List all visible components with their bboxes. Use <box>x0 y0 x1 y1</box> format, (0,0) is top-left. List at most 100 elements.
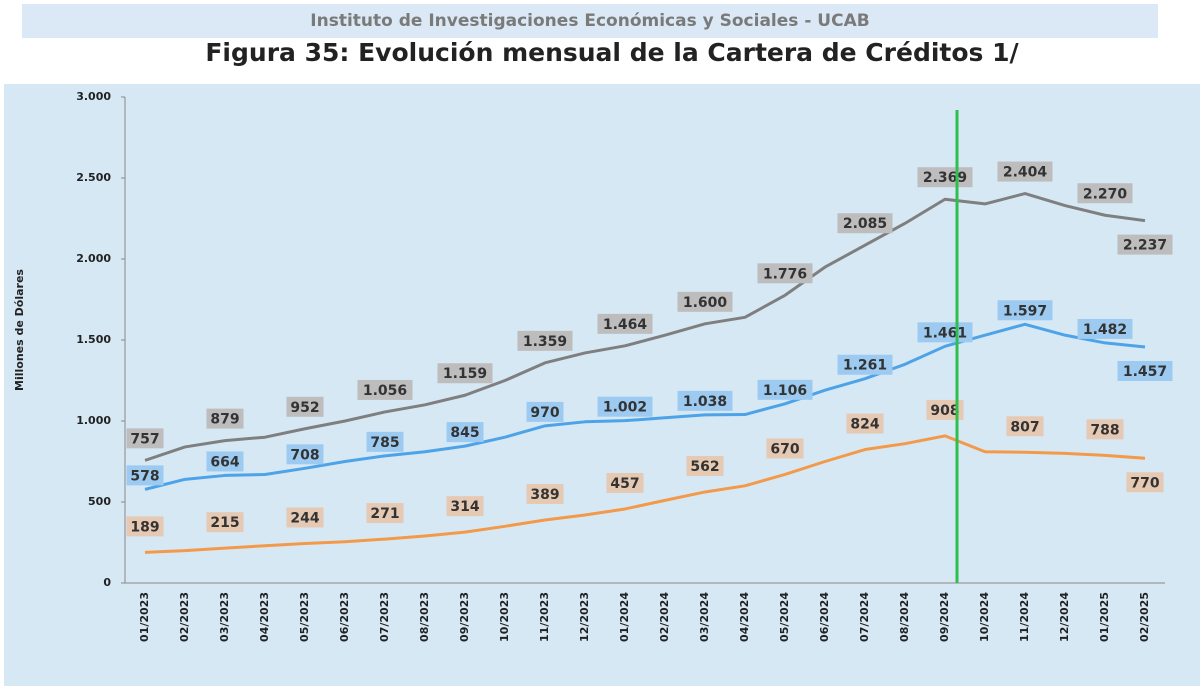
value-label: 271 <box>370 506 399 522</box>
x-tick-label: 01/2025 <box>1098 592 1111 642</box>
x-tick-label: 01/2024 <box>618 592 631 642</box>
value-label: 1.106 <box>763 383 807 399</box>
x-tick-label: 06/2024 <box>818 592 831 642</box>
value-label: 2.369 <box>923 170 967 186</box>
value-label: 708 <box>290 447 319 463</box>
value-label: 824 <box>850 417 879 433</box>
value-label-box <box>1006 416 1044 437</box>
value-label-box <box>1077 183 1133 204</box>
value-label: 1.002 <box>603 400 647 416</box>
series-line <box>144 322 1146 491</box>
value-label-box <box>997 300 1053 321</box>
value-label-box <box>526 483 564 504</box>
value-label-box <box>1126 472 1164 493</box>
value-label: 457 <box>610 476 639 492</box>
value-label-box <box>846 413 884 434</box>
value-label-box <box>286 396 324 417</box>
value-label: 1.261 <box>843 358 887 374</box>
header: Instituto de Investigaciones Económicas … <box>310 11 869 31</box>
x-tick-label: 10/2023 <box>498 592 511 642</box>
x-tick-label: 07/2023 <box>378 592 391 642</box>
x-tick-label: 11/2023 <box>538 592 551 642</box>
value-label: 1.464 <box>603 317 648 333</box>
header-band <box>22 4 1158 38</box>
value-label: 2.404 <box>1003 165 1048 181</box>
x-tick-label: 11/2024 <box>1018 592 1031 642</box>
value-label: 908 <box>930 403 959 419</box>
value-label-box <box>997 161 1053 182</box>
x-tick-label: 02/2023 <box>178 592 191 642</box>
series-line <box>144 434 1146 554</box>
value-label-box <box>766 438 804 459</box>
value-label: 1.600 <box>683 295 728 311</box>
value-label-box <box>206 512 244 533</box>
x-tick-label: 05/2023 <box>298 592 311 642</box>
value-label-box <box>366 431 404 452</box>
value-label-box <box>917 167 973 188</box>
plot-background <box>4 84 1200 686</box>
value-label: 578 <box>130 468 159 484</box>
x-tick-label: 07/2024 <box>858 592 871 642</box>
value-label-box <box>126 428 164 449</box>
value-label-box <box>837 354 893 375</box>
value-label-box <box>517 330 573 351</box>
value-label: 952 <box>290 400 319 416</box>
value-label: 807 <box>1010 419 1039 435</box>
value-label: 879 <box>210 412 239 428</box>
value-label-box <box>917 322 973 343</box>
value-label: 1.482 <box>1083 322 1127 338</box>
chart-title: Figura 35: Evolución mensual de la Carte… <box>205 38 1019 67</box>
value-label-box <box>757 263 813 284</box>
value-label: 1.359 <box>523 334 567 350</box>
value-label: 970 <box>530 405 559 421</box>
y-tick-label: 1.500 <box>76 333 111 346</box>
value-label-box <box>206 408 244 429</box>
value-label: 845 <box>450 425 479 441</box>
value-label-box <box>686 455 724 476</box>
value-label-box <box>677 390 733 411</box>
value-label-box <box>1117 234 1173 255</box>
x-tick-label: 03/2023 <box>218 592 231 642</box>
value-label: 757 <box>130 431 159 447</box>
value-label: 664 <box>210 454 239 470</box>
value-label: 1.038 <box>683 394 727 410</box>
value-label: 1.457 <box>1123 364 1167 380</box>
x-tick-label: 10/2024 <box>978 592 991 642</box>
value-label-box <box>126 516 164 537</box>
value-label-box <box>597 313 653 334</box>
value-label-box <box>926 399 964 420</box>
x-tick-label: 06/2023 <box>338 592 351 642</box>
value-label: 389 <box>530 487 559 503</box>
x-tick-label: 09/2023 <box>458 592 471 642</box>
value-label-box <box>1086 419 1124 440</box>
value-label-box <box>286 507 324 528</box>
y-tick-label: 0 <box>103 576 111 589</box>
x-tick-label: 12/2024 <box>1058 592 1071 642</box>
x-tick-label: 09/2024 <box>938 592 951 642</box>
x-tick-label: 01/2023 <box>138 592 151 642</box>
value-label-box <box>677 291 733 312</box>
value-label: 215 <box>210 515 239 531</box>
value-label-box <box>357 379 413 400</box>
x-tick-label: 12/2023 <box>578 592 591 642</box>
value-label: 1.056 <box>363 383 407 399</box>
value-label: 788 <box>1090 422 1119 438</box>
value-label-box <box>597 396 653 417</box>
value-label: 1.461 <box>923 325 967 341</box>
value-label: 2.270 <box>1083 186 1128 202</box>
x-tick-label: 04/2023 <box>258 592 271 642</box>
value-label: 1.597 <box>1003 303 1047 319</box>
value-label-box <box>437 363 493 384</box>
value-label-box <box>206 451 244 472</box>
y-tick-label: 1.000 <box>76 414 111 427</box>
value-label-box <box>757 379 813 400</box>
value-label: 785 <box>370 435 399 451</box>
value-label: 770 <box>1130 475 1159 491</box>
value-label: 189 <box>130 519 159 535</box>
value-label: 244 <box>290 510 319 526</box>
x-tick-label: 08/2024 <box>898 592 911 642</box>
value-label-box <box>366 503 404 524</box>
y-tick-label: 500 <box>88 495 111 508</box>
